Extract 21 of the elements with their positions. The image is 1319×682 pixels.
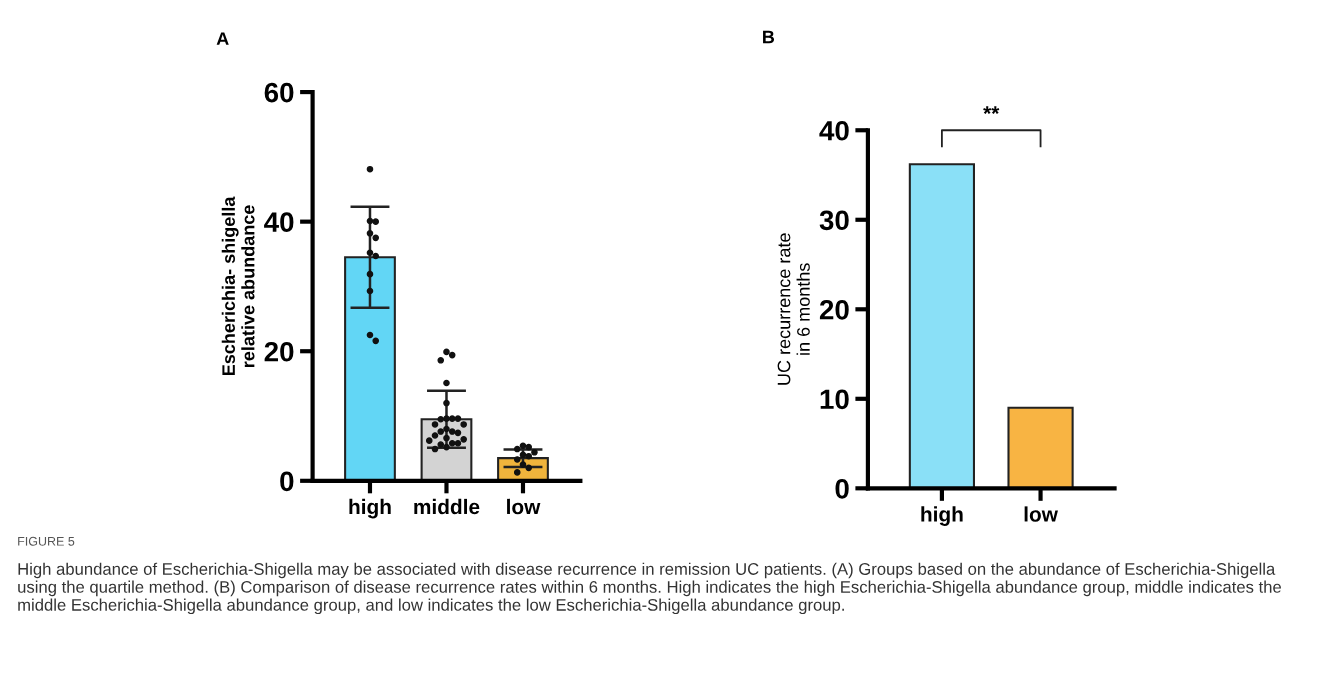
y-tick-label: 10	[820, 389, 849, 410]
caption: FIGURE 5	[18, 536, 75, 546]
x-tick-label: low	[1024, 506, 1058, 522]
text: High abundance of Escherichia-Shigella may be associated with disease recurrence in remission UC patients. (A) Groups based on the abundance of Escherichia-Shigella using the quartile method. (B) Comparison of disease recurrence rates within 6 months. High indicates the high Escherichia-Shigella abundance group, middle indicates the middle Escherichia-Shigella abundance group, and low indicates the low Escherichia-Shigella abundance group.	[18, 562, 1281, 615]
x-tick-label: low	[507, 498, 541, 515]
x-tick-label: high	[921, 506, 963, 526]
y-tick-label: 40	[819, 120, 849, 141]
y-tick-label: 20	[819, 299, 849, 320]
y-axis-title: UC recurrence rate in 6 months	[777, 233, 810, 385]
y-tick-label: 0	[835, 478, 849, 499]
y-tick-label: 0	[280, 471, 294, 492]
y-tick-label: 30	[819, 210, 849, 231]
y-tick-label: 20	[264, 341, 294, 362]
y-tick-label: 40	[264, 212, 294, 232]
x-tick-label: middle	[414, 498, 480, 515]
y-tick-label: 60	[264, 82, 294, 103]
chart-title: A	[216, 32, 229, 45]
y-axis-title: Escherichia- shigella relative abundance	[221, 196, 255, 376]
chart-title: B	[763, 30, 775, 44]
x-tick-label: high	[349, 498, 391, 519]
text: **	[983, 106, 1000, 114]
